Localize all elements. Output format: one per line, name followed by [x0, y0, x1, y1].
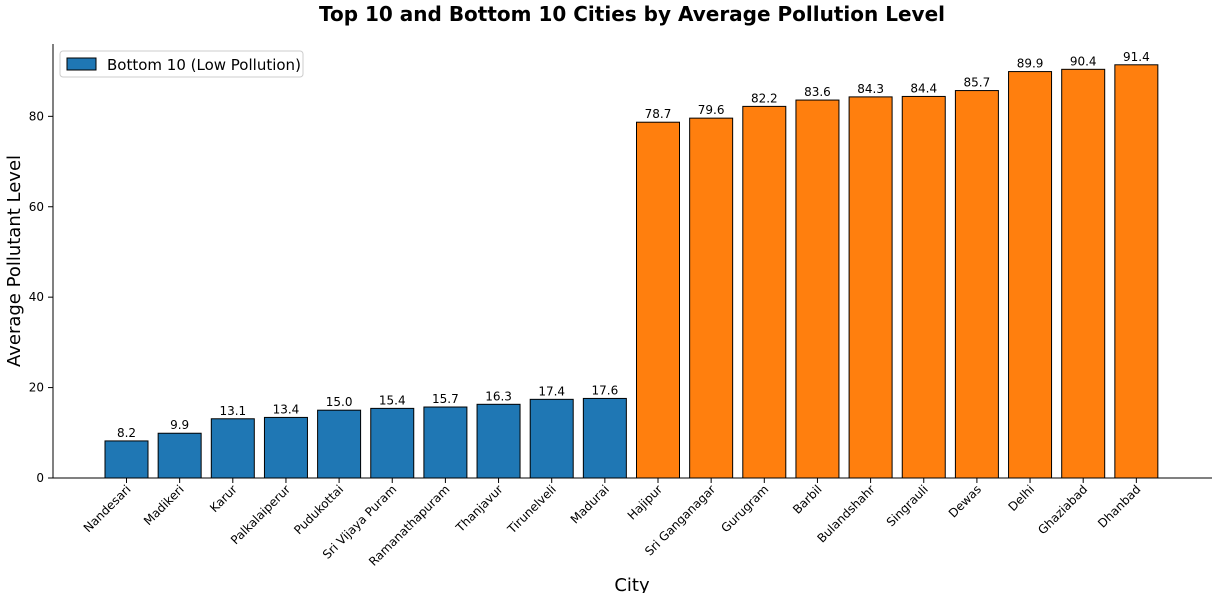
data-label: 15.4: [379, 393, 406, 407]
data-label: 16.3: [485, 389, 512, 403]
x-tick-label: Thanjavur: [452, 482, 505, 535]
bar-barbil: [795, 99, 840, 479]
x-tick-label: Dhanbad: [1095, 482, 1143, 530]
bar-gurugram: [742, 105, 787, 479]
bar-palkalaiperur: [263, 416, 308, 479]
bar-ramanathapuram: [423, 406, 468, 479]
x-ticks: Nandesari Madikeri KarurPalkalaiperurPuduk…: [81, 478, 1143, 569]
data-label: 15.0: [326, 395, 353, 409]
bar-sri-vijaya-puram: [370, 407, 415, 479]
chart-title: Top 10 and Bottom 10 Cities by Average P…: [319, 2, 945, 26]
y-tick-label: 20: [29, 381, 44, 395]
x-tick-label: Karur: [207, 482, 240, 515]
x-tick-label: Nandesari: [81, 482, 134, 535]
x-tick-label: Madikeri: [141, 482, 187, 528]
legend: Bottom 10 (Low Pollution): [59, 50, 304, 78]
data-label: 78.7: [645, 107, 672, 121]
bar-dewas: [954, 90, 999, 479]
bar-hajipur: [636, 121, 680, 479]
data-label: 91.4: [1123, 50, 1150, 64]
x-tick-label: Delhi: [1005, 482, 1037, 514]
bar-dhanbad: [1114, 64, 1159, 479]
bar-thanjavur: [476, 403, 521, 479]
data-label: 17.4: [538, 384, 565, 398]
data-label: 13.4: [273, 402, 300, 416]
legend-frame: [59, 50, 304, 78]
data-label: 79.6: [698, 103, 725, 117]
y-tick-label: 0: [36, 471, 44, 485]
bar-karur: [210, 418, 255, 479]
x-tick-label: Madurai: [568, 482, 612, 526]
bar-sri-ganganagar: [689, 117, 734, 479]
bar-nandesari: [104, 440, 149, 479]
data-label: 89.9: [1017, 57, 1044, 71]
x-tick-label: Hajipur: [625, 482, 665, 522]
bar-bulandshahr: [848, 96, 893, 479]
x-tick-label: Barbil: [790, 482, 825, 517]
x-tick-label: Singrauli: [884, 482, 931, 529]
bar-ghaziabad: [1061, 68, 1106, 479]
x-tick-label: Gurugram: [718, 482, 771, 535]
legend-swatch: [66, 57, 97, 71]
x-tick-label: Pudukottai: [291, 482, 346, 537]
y-tick-label: 60: [29, 200, 44, 214]
x-axis-label: City: [614, 575, 650, 593]
data-label: 17.6: [591, 383, 618, 397]
data-label: 13.1: [219, 404, 246, 418]
bar-pudukottai: [317, 409, 362, 479]
bar-madikeri: [157, 432, 202, 479]
data-label: 8.2: [117, 426, 136, 440]
bar-delhi: [1008, 71, 1053, 479]
x-tick-label: Tirunelveli: [504, 482, 559, 537]
x-tick-label: Ghaziabad: [1035, 482, 1090, 537]
y-tick-label: 80: [29, 109, 44, 123]
data-label: 15.7: [432, 392, 459, 406]
bar-singrauli: [901, 95, 946, 479]
data-label: 83.6: [804, 85, 831, 99]
data-label: 85.7: [964, 76, 991, 90]
bar-madurai: [582, 397, 627, 479]
data-label: 84.3: [857, 82, 884, 96]
data-label: 90.4: [1070, 54, 1097, 68]
y-axis-label: Average Pollutant Level: [4, 155, 25, 367]
bar-tirunelveli: [529, 398, 574, 479]
plot-area: 8.2 9.9 13.1 13.4 15.0 15.4 15.7 16.3 17.4 17.6 78…: [104, 50, 1159, 479]
legend-label: Bottom 10 (Low Pollution): [107, 56, 301, 74]
y-ticks: 0 20 40 60 80: [29, 109, 53, 485]
data-label: 9.9: [170, 418, 189, 432]
y-tick-label: 40: [29, 290, 44, 304]
data-label: 84.4: [910, 81, 937, 95]
data-label: 82.2: [751, 91, 778, 105]
x-tick-label: Dewas: [946, 482, 984, 520]
